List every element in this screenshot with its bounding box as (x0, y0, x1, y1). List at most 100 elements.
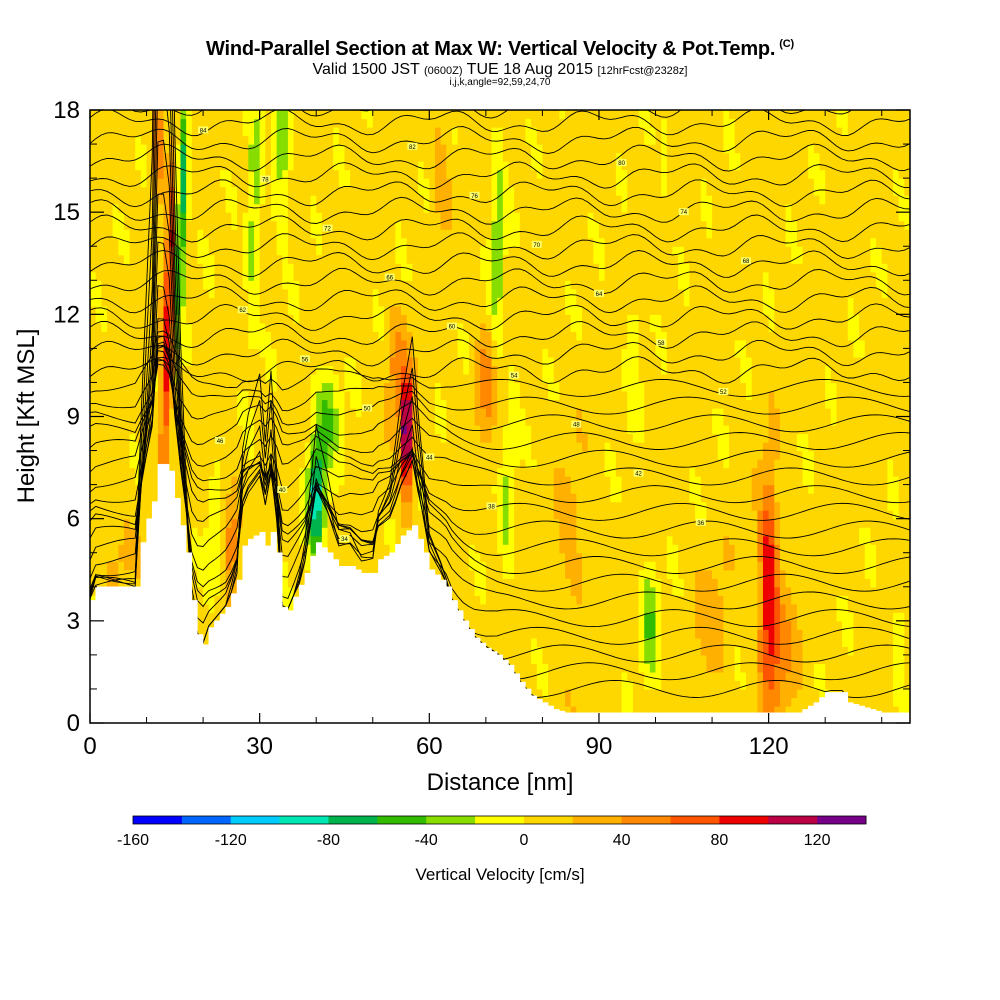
velocity-cell (774, 493, 781, 503)
velocity-cell (327, 510, 334, 520)
velocity-cell (559, 501, 566, 511)
velocity-cell (502, 476, 510, 486)
velocity-cell (497, 442, 504, 452)
velocity-cell (762, 595, 770, 605)
velocity-cell (587, 654, 594, 664)
velocity-cell (593, 467, 600, 477)
velocity-cell (751, 467, 758, 477)
velocity-cell (135, 561, 142, 571)
velocity-cell (785, 620, 792, 630)
velocity-cell (847, 637, 855, 647)
velocity-cell (582, 620, 589, 630)
velocity-cell (808, 637, 815, 647)
velocity-cell (254, 501, 261, 511)
velocity-cell (570, 442, 577, 452)
velocity-cell (729, 680, 736, 690)
velocity-cell (203, 586, 210, 596)
velocity-cell (491, 442, 498, 452)
velocity-cell (587, 629, 594, 639)
velocity-cell (621, 578, 628, 588)
velocity-cell (406, 433, 413, 443)
velocity-cell (825, 646, 832, 656)
velocity-cell (729, 501, 736, 511)
velocity-cell (791, 552, 798, 562)
velocity-cell (870, 527, 877, 537)
velocity-cell (796, 476, 804, 486)
velocity-cell (434, 544, 442, 554)
velocity-cell (768, 612, 775, 622)
velocity-cell (412, 493, 419, 503)
velocity-cell (197, 518, 204, 528)
velocity-cell (825, 612, 832, 622)
velocity-cell (531, 518, 538, 528)
velocity-cell (621, 476, 628, 486)
velocity-cell (118, 459, 125, 469)
velocity-cell (757, 510, 764, 520)
velocity-cell (796, 527, 804, 537)
velocity-cell (531, 637, 538, 647)
velocity-cell (881, 688, 888, 699)
velocity-cell (197, 433, 204, 443)
velocity-cell (146, 493, 153, 503)
velocity-cell (785, 646, 792, 656)
velocity-cell (531, 595, 538, 605)
velocity-cell (140, 535, 148, 545)
velocity-cell (468, 612, 476, 622)
velocity-cell (553, 459, 560, 469)
velocity-cell (101, 476, 108, 486)
velocity-cell (655, 620, 662, 630)
velocity-cell (644, 442, 651, 452)
velocity-cell (197, 595, 204, 605)
velocity-cell (712, 552, 719, 562)
velocity-cell (853, 569, 860, 579)
velocity-cell (859, 433, 866, 443)
velocity-cell (610, 688, 617, 699)
velocity-cell (576, 637, 583, 647)
velocity-cell (695, 450, 702, 460)
velocity-cell (310, 459, 317, 469)
velocity-cell (627, 442, 634, 452)
velocity-cell (819, 476, 826, 486)
velocity-cell (678, 688, 685, 699)
velocity-cell (859, 680, 866, 690)
velocity-cell (333, 535, 340, 545)
velocity-cell (717, 705, 724, 716)
velocity-cell (746, 654, 753, 664)
velocity-cell (751, 459, 758, 469)
velocity-cell (542, 476, 549, 486)
velocity-cell (118, 467, 125, 477)
velocity-cell (463, 493, 470, 503)
velocity-cell (746, 586, 753, 596)
velocity-cell (706, 442, 713, 452)
velocity-cell (457, 569, 464, 579)
velocity-cell (706, 467, 713, 477)
velocity-cell (559, 595, 566, 605)
velocity-cell (548, 476, 555, 486)
velocity-cell (502, 459, 510, 469)
velocity-cell (480, 476, 487, 486)
velocity-cell (293, 501, 300, 511)
velocity-cell (208, 595, 216, 605)
velocity-cell (463, 561, 470, 571)
velocity-cell (621, 501, 628, 511)
velocity-cell (893, 544, 900, 554)
velocity-cell (746, 620, 753, 630)
velocity-cell (565, 612, 572, 622)
velocity-cell (785, 433, 792, 443)
velocity-cell (491, 493, 498, 503)
velocity-cell (876, 459, 883, 469)
velocity-cell (112, 459, 119, 469)
velocity-cell (576, 467, 583, 477)
velocity-cell (231, 425, 238, 435)
velocity-cell (661, 484, 668, 494)
velocity-cell (514, 569, 521, 579)
velocity-cell (310, 433, 317, 443)
velocity-cell (384, 518, 391, 528)
velocity-cell (220, 552, 227, 562)
velocity-cell (762, 603, 770, 613)
velocity-cell (480, 620, 487, 630)
velocity-cell (887, 493, 894, 503)
velocity-cell (649, 467, 657, 477)
velocity-cell (864, 433, 872, 443)
velocity-cell (813, 697, 821, 707)
